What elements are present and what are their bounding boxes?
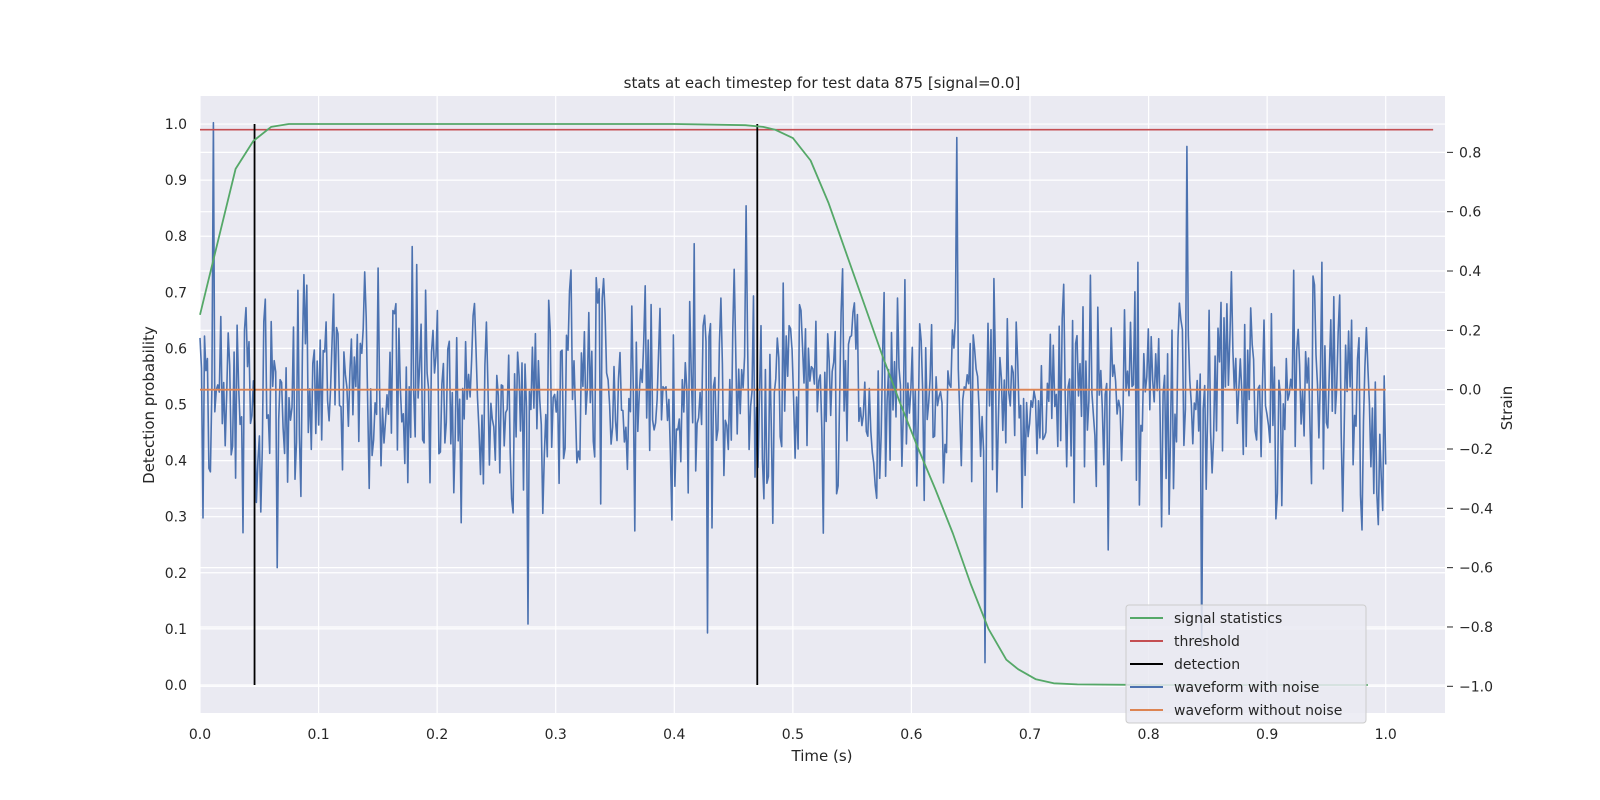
- left-y-tick-labels: 0.0 0.1 0.2 0.3 0.4 0.5 0.6 0.7 0.8 0.9 1.0: [165, 117, 187, 694]
- legend-label-threshold: threshold: [1174, 634, 1240, 650]
- x-tick-label: 0.0: [189, 727, 211, 743]
- right-y-tick-label: 0.2: [1459, 323, 1481, 339]
- x-tick-label: 0.2: [426, 727, 448, 743]
- legend: signal statistics threshold detection wa…: [1125, 604, 1367, 724]
- right-y-tick-labels: −1.0 −0.8 −0.6 −0.4 −0.2 0.0 0.2 0.4 0.6 0.8: [1447, 145, 1493, 695]
- x-axis-label: Time (s): [791, 747, 853, 765]
- x-tick-label: 1.0: [1375, 727, 1397, 743]
- x-tick-label: 0.4: [663, 727, 685, 743]
- x-tick-label: 0.9: [1256, 727, 1278, 743]
- x-tick-label: 0.3: [545, 727, 567, 743]
- right-y-tick-label: −0.8: [1459, 620, 1493, 636]
- right-y-tick-label: 0.6: [1459, 205, 1481, 221]
- x-tick-label: 0.5: [782, 727, 804, 743]
- right-y-tick-label: 0.8: [1459, 145, 1481, 161]
- x-tick-label: 0.7: [1019, 727, 1041, 743]
- left-y-tick-label: 0.3: [165, 510, 187, 526]
- right-y-tick-label: 0.4: [1459, 264, 1481, 280]
- right-y-tick-label: −0.2: [1459, 442, 1493, 458]
- chart-title: stats at each timestep for test data 875…: [624, 74, 1021, 92]
- left-y-axis-label: Detection probability: [140, 326, 158, 484]
- x-tick-label: 0.6: [900, 727, 922, 743]
- legend-box: [1125, 604, 1367, 724]
- x-tick-labels: 0.0 0.1 0.2 0.3 0.4 0.5 0.6 0.7 0.8 0.9 1.0: [189, 727, 1397, 743]
- right-y-tick-label: −0.6: [1459, 561, 1493, 577]
- left-y-tick-label: 0.7: [165, 285, 187, 301]
- left-y-tick-label: 0.8: [165, 229, 187, 245]
- left-y-tick-label: 0.5: [165, 398, 187, 414]
- legend-label-detection: detection: [1174, 657, 1240, 673]
- series-layer: [199, 121, 1434, 686]
- right-y-tick-label: 0.0: [1459, 383, 1481, 399]
- left-y-tick-label: 0.1: [165, 622, 187, 638]
- legend-label-waveform-without-noise: waveform without noise: [1174, 703, 1342, 719]
- left-y-tick-label: 0.9: [165, 173, 187, 189]
- series-waveform-with-noise: [199, 121, 1387, 664]
- left-y-tick-label: 0.4: [165, 454, 187, 470]
- right-y-tick-label: −0.4: [1459, 501, 1493, 517]
- x-tick-label: 0.1: [307, 727, 329, 743]
- left-y-tick-label: 0.0: [165, 678, 187, 694]
- legend-label-signal-statistics: signal statistics: [1174, 611, 1282, 627]
- legend-label-waveform-with-noise: waveform with noise: [1174, 680, 1319, 696]
- left-y-tick-label: 1.0: [165, 117, 187, 133]
- right-y-axis-label: Strain: [1498, 386, 1516, 430]
- x-tick-label: 0.8: [1137, 727, 1159, 743]
- left-y-tick-label: 0.2: [165, 566, 187, 582]
- right-y-tick-label: −1.0: [1459, 679, 1493, 695]
- left-y-tick-label: 0.6: [165, 341, 187, 357]
- series-signal-statistics: [199, 123, 1368, 686]
